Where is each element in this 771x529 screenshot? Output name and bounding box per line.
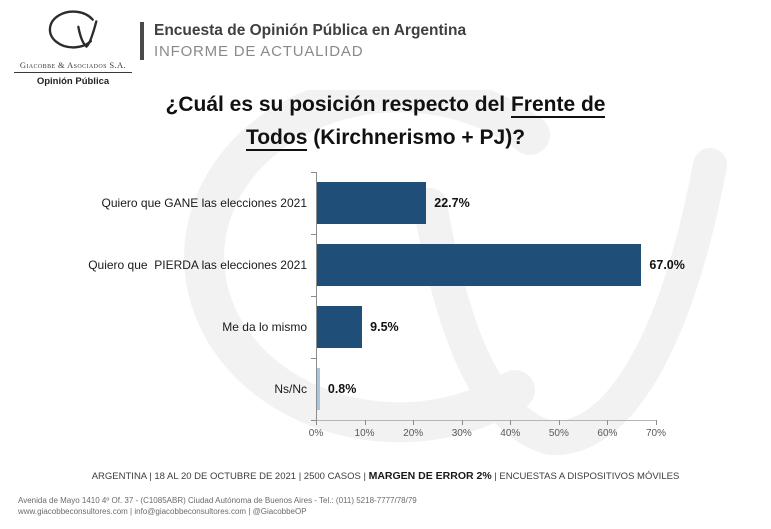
bar [316, 368, 320, 410]
report-title: Encuesta de Opinión Pública en Argentina [154, 22, 467, 39]
x-axis-tick [413, 420, 415, 425]
category-label: Me da lo mismo [222, 320, 307, 334]
x-axis-tick-label: 10% [354, 428, 375, 439]
footer-margin-error: MARGEN DE ERROR 2% [368, 470, 492, 482]
contact-block: Avenida de Mayo 1410 4º Of. 37 - (C1085A… [18, 495, 417, 517]
y-axis-tick [311, 420, 316, 421]
company-tagline: Opinión Pública [36, 76, 110, 87]
x-axis-tick-label: 60% [597, 428, 618, 439]
x-axis-tick [656, 420, 657, 425]
x-axis-tick-label: 30% [451, 428, 472, 439]
x-axis-tick-label: 50% [548, 428, 569, 439]
chart-row: Quiero que PIERDA las elecciones 2021 67.… [57, 234, 717, 296]
y-axis-line [316, 172, 317, 420]
bar-cell: 9.5% [316, 296, 656, 358]
category-label: Quiero que PIERDA las elecciones 2021 [88, 258, 307, 272]
value-label: 9.5% [370, 320, 399, 334]
y-axis-tick [311, 234, 316, 235]
bar [316, 306, 363, 348]
bar-cell: 22.7% [316, 172, 656, 234]
bar-cell: 67.0% [316, 234, 685, 296]
x-axis-tick [558, 420, 560, 425]
bar [316, 244, 642, 286]
category-label: Ns/Nc [274, 382, 307, 396]
company-name: Giacobbe & Asociados S.A. [14, 60, 132, 73]
x-axis-tick-label: 40% [500, 428, 521, 439]
y-axis-tick [311, 296, 316, 297]
x-axis-tick-label: 20% [403, 428, 424, 439]
y-axis-tick [311, 358, 316, 359]
chart-row: Ns/Nc 0.8% [57, 358, 717, 420]
x-axis-line [316, 420, 656, 421]
value-label: 67.0% [649, 258, 685, 272]
category-label: Quiero que GANE las elecciones 2021 [101, 196, 307, 210]
title-underlined-2: Todos [245, 126, 308, 151]
question-title: ¿Cuál es su posición respecto del Frente… [0, 88, 771, 154]
bar-chart: Quiero que GANE las elecciones 2021 22.7%… [57, 172, 717, 457]
x-axis-tick [461, 420, 463, 425]
value-label: 22.7% [434, 196, 470, 210]
report-subtitle: INFORME DE ACTUALIDAD [154, 43, 364, 60]
company-logo: Giacobbe & Asociados S.A. Opinión Públic… [14, 8, 132, 87]
x-axis-tick [316, 420, 317, 425]
value-label: 0.8% [327, 382, 357, 396]
chart-row: Me da lo mismo 9.5% [57, 296, 717, 358]
chart-row: Quiero que GANE las elecciones 2021 22.7% [57, 172, 717, 234]
x-axis-tick [607, 420, 609, 425]
footer-pre: ARGENTINA | 18 AL 20 DE OCTUBRE DE 2021 … [91, 471, 369, 482]
y-axis-tick [311, 172, 316, 173]
contact-address: Avenida de Mayo 1410 4º Of. 37 - (C1085A… [18, 496, 417, 505]
bar [316, 182, 427, 224]
bar-cell: 0.8% [316, 358, 656, 420]
contact-web: www.giacobbeconsultores.com | info@giaco… [18, 507, 307, 516]
title-underlined-1: Frente de [510, 93, 606, 118]
footer-post: | ENCUESTAS A DISPOSITIVOS MÓVILES [491, 471, 680, 482]
x-axis-tick-label: 70% [645, 428, 667, 439]
title-post: (Kirchnerismo + PJ)? [307, 126, 526, 149]
x-axis-tick [364, 420, 366, 425]
giacobbe-g-icon [48, 10, 98, 49]
methodology-footer: ARGENTINA | 18 AL 20 DE OCTUBRE DE 2021 … [0, 470, 771, 482]
title-pre: ¿Cuál es su posición respecto del [165, 93, 511, 116]
report-header: Encuesta de Opinión Pública en Argentina… [140, 22, 466, 60]
x-axis-tick [510, 420, 512, 425]
x-axis-tick-label: 0% [308, 428, 324, 439]
